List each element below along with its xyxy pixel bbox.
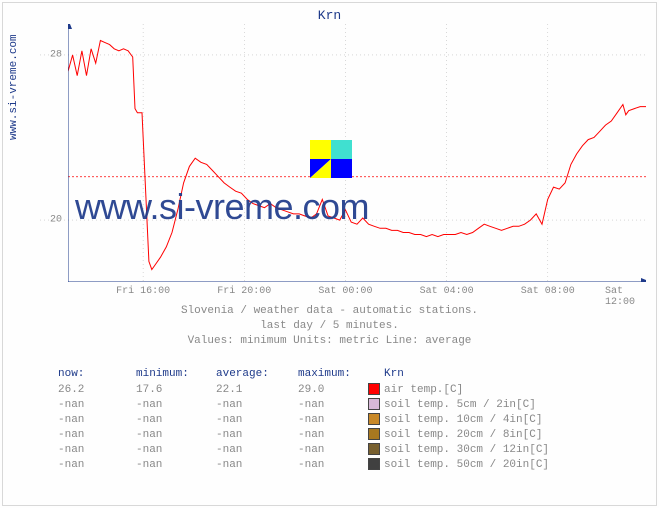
x-tick-label: Fri 20:00 [217,286,271,297]
x-tick-label: Sat 08:00 [521,286,575,297]
y-axis-labels: 2028 [40,24,66,282]
chart-title: Krn [0,8,659,23]
x-tick-label: Fri 16:00 [116,286,170,297]
legend-swatch [368,428,380,440]
col-min: minimum: [136,368,216,380]
info-line-2: last day / 5 minutes. [0,319,659,333]
series-label: soil temp. 50cm / 20in[C] [384,459,549,471]
legend-swatch [368,443,380,455]
col-now: now: [58,368,136,380]
info-line-3: Values: minimum Units: metric Line: aver… [0,334,659,348]
table-row: -nan-nan-nan-nansoil temp. 50cm / 20in[C… [58,458,549,473]
col-max: maximum: [298,368,368,380]
watermark-icon [310,140,352,178]
y-axis-outer-label: www.si-vreme.com [8,34,20,140]
legend-title: Krn [384,368,404,380]
y-tick-label: 20 [50,215,62,226]
series-label: soil temp. 10cm / 4in[C] [384,414,542,426]
table-row: -nan-nan-nan-nansoil temp. 5cm / 2in[C] [58,398,549,413]
col-avg: average: [216,368,298,380]
table-header-row: now:minimum:average:maximum: Krn [58,368,549,383]
x-axis-labels: Fri 16:00 Fri 20:00 Sat 00:00 Sat 04:00 Sat … [68,286,646,300]
legend-swatch [368,398,380,410]
legend-swatch [368,383,380,395]
info-line-1: Slovenia / weather data - automatic stat… [0,304,659,318]
series-label: soil temp. 30cm / 12in[C] [384,444,549,456]
chart-container: www.si-vreme.com Krn 2028 Fri 16:00Fri 2… [0,0,659,508]
legend-swatch [368,458,380,470]
series-label: air temp.[C] [384,384,463,396]
legend-swatch [368,413,380,425]
table-row: 26.217.622.129.0air temp.[C] [58,383,549,398]
x-tick-label: Sat 04:00 [420,286,474,297]
series-label: soil temp. 5cm / 2in[C] [384,399,536,411]
data-table: now:minimum:average:maximum: Krn 26.217.62… [58,368,549,473]
plot-svg [68,24,646,282]
series-label: soil temp. 20cm / 8in[C] [384,429,542,441]
table-row: -nan-nan-nan-nansoil temp. 20cm / 8in[C] [58,428,549,443]
x-tick-label: Sat 00:00 [318,286,372,297]
table-row: -nan-nan-nan-nansoil temp. 30cm / 12in[C… [58,443,549,458]
y-tick-label: 28 [50,49,62,60]
table-row: -nan-nan-nan-nansoil temp. 10cm / 4in[C] [58,413,549,428]
